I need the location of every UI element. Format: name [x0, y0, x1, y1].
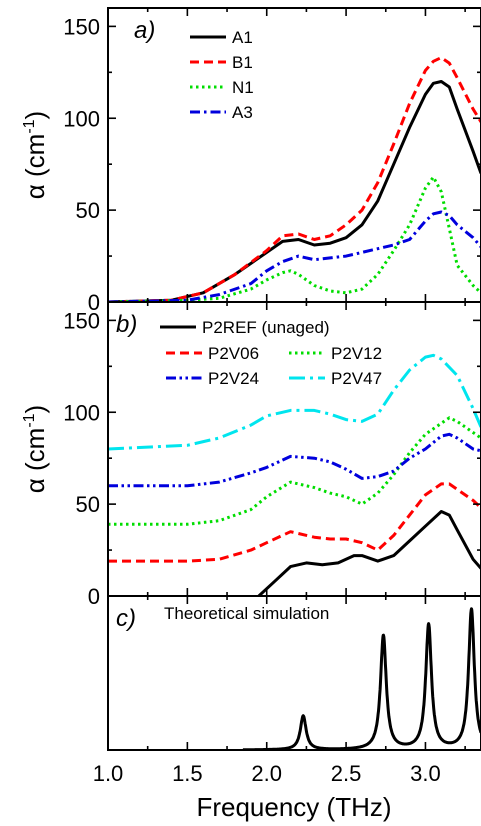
- y-tick-label: 0: [88, 290, 100, 315]
- panel-label: c): [116, 605, 136, 632]
- legend-label: A3: [232, 103, 253, 122]
- x-tick-label: 1.5: [172, 761, 203, 786]
- series-line-p2v12: [108, 416, 481, 526]
- x-tick-label: 3.0: [410, 761, 441, 786]
- y-tick-label: 50: [76, 198, 100, 223]
- legend-label: P2V24: [208, 369, 259, 388]
- panel-label: b): [116, 311, 137, 338]
- series-line-p2v06: [108, 482, 481, 563]
- series-line-p2v24: [108, 432, 481, 488]
- series-line-a1: [108, 80, 481, 302]
- panel-a: 0 50 100 150 α (cm-1) a) A1 B1 N1 A3: [20, 7, 481, 315]
- y-axis-title: α (cm-1): [20, 405, 50, 493]
- y-tick-label: 150: [63, 308, 100, 333]
- plot-frame: [107, 595, 481, 751]
- y-tick-label: 50: [76, 492, 100, 517]
- x-tick-label: 2.0: [251, 761, 282, 786]
- y-tick-label: 150: [63, 14, 100, 39]
- x-axis-title: Frequency (THz): [196, 792, 391, 822]
- y-tick-label: 100: [63, 400, 100, 425]
- series-line-simulation: [241, 607, 481, 750]
- series-line-p2ref-unaged-: [256, 510, 481, 596]
- legend-label: N1: [232, 78, 254, 97]
- series-line-b1: [108, 56, 481, 302]
- legend-label: P2V06: [208, 344, 259, 363]
- panel-annotation: Theoretical simulation: [164, 604, 329, 623]
- legend-label: P2V47: [331, 369, 382, 388]
- plot-frame: [107, 7, 481, 303]
- legend-label: P2REF (unaged): [202, 318, 330, 337]
- legend-label: A1: [232, 28, 253, 47]
- panel-b: 0 50 100 150 α (cm-1) b) P2REF (unaged) P2V06 P2…: [20, 301, 481, 609]
- series-line-a3: [108, 210, 481, 302]
- series-line-p2v47: [108, 353, 481, 451]
- legend-label: P2V12: [331, 344, 382, 363]
- x-tick-label: 2.5: [331, 761, 362, 786]
- legend-label: B1: [232, 53, 253, 72]
- panel-c: c) Theoretical simulation 1.0 1.5 2.0 2.5 3.0: [93, 595, 481, 786]
- y-tick-label: 0: [88, 584, 100, 609]
- y-tick-label: 100: [63, 106, 100, 131]
- panel-label: a): [134, 17, 155, 44]
- y-axis-title: α (cm-1): [20, 111, 50, 199]
- x-tick-label: 1.0: [93, 761, 124, 786]
